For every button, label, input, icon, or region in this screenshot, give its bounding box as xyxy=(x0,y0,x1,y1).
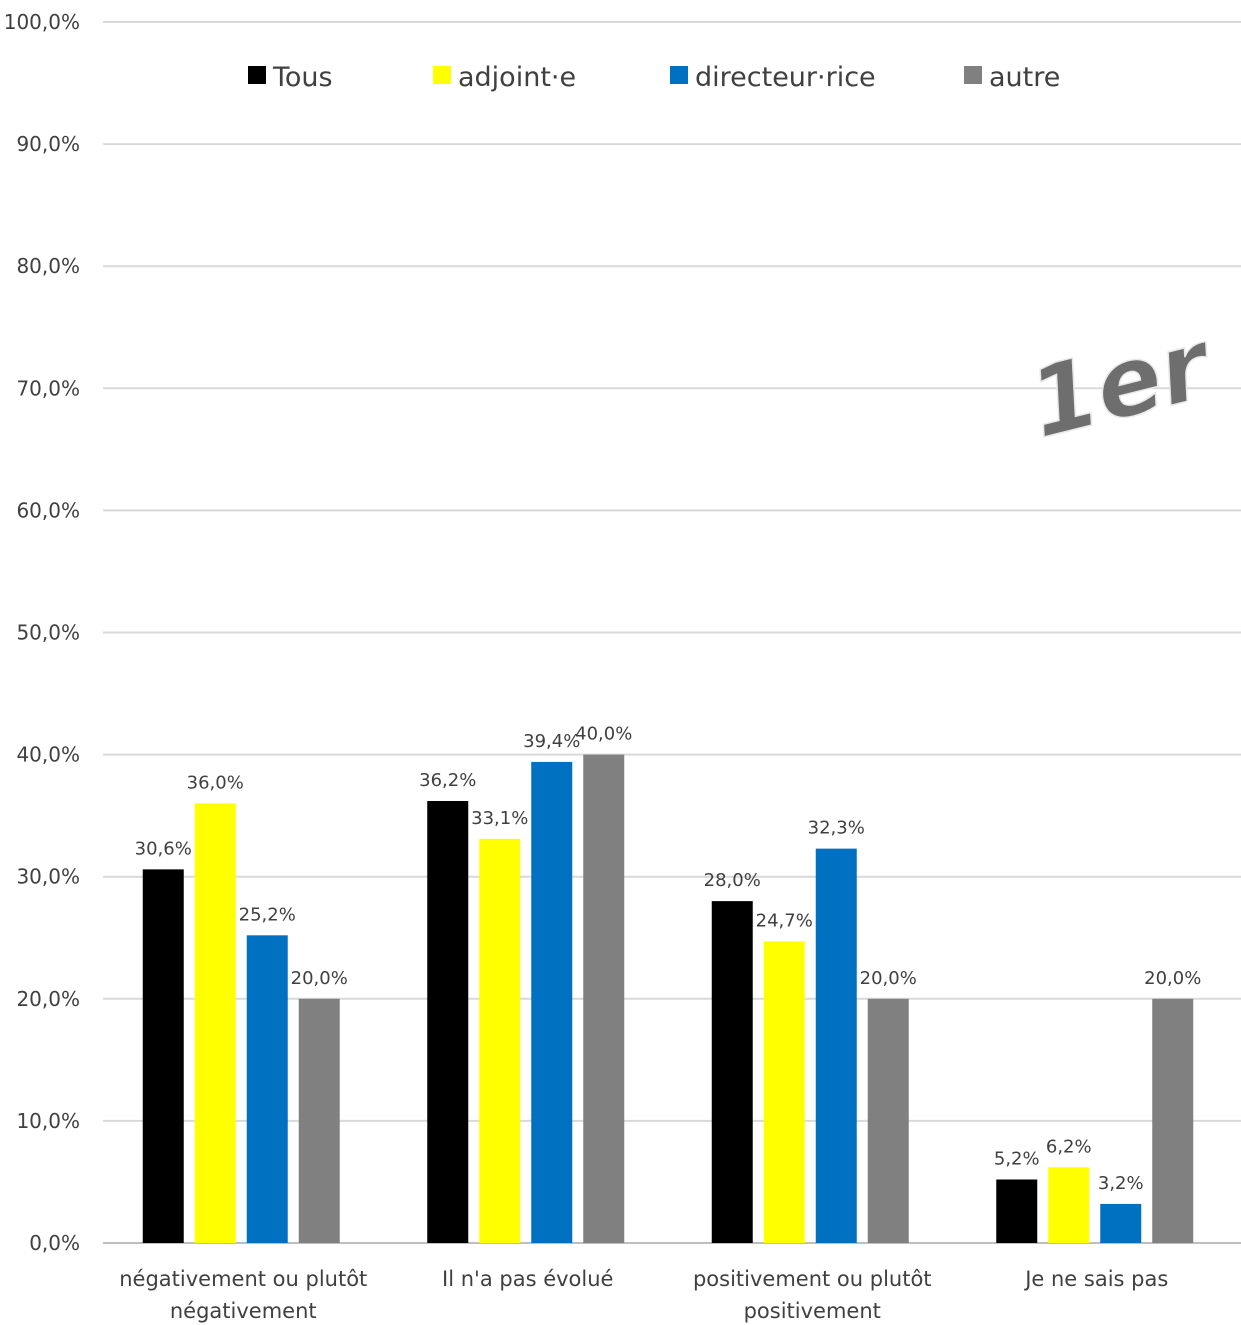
data-label: 28,0% xyxy=(704,870,761,891)
data-label: 36,0% xyxy=(187,772,244,793)
legend-swatch xyxy=(670,66,688,84)
data-labels: 30,6% 36,0% 25,2% 20,0% 36,2% 33,1% 39,4%40,0%… xyxy=(135,724,1202,1194)
y-tick-label: 10,0% xyxy=(16,1109,80,1133)
gridlines xyxy=(103,21,1241,1244)
y-tick-label: 50,0% xyxy=(16,621,80,645)
category-label: positivement xyxy=(744,1299,881,1323)
bar xyxy=(427,800,469,1243)
data-label: 24,7% xyxy=(756,910,813,931)
data-label: 6,2% xyxy=(1046,1136,1092,1157)
y-tick-label: 20,0% xyxy=(16,987,80,1011)
legend-label: autre xyxy=(989,62,1060,93)
bar xyxy=(1152,998,1194,1243)
y-tick-label: 90,0% xyxy=(16,132,80,156)
data-label: 39,4% xyxy=(523,731,580,752)
data-label: 36,2% xyxy=(419,770,476,791)
data-label: 30,6% xyxy=(135,838,192,859)
data-label: 3,2% xyxy=(1098,1173,1144,1194)
legend-item: Tous xyxy=(248,62,333,93)
y-tick-label: 70,0% xyxy=(16,376,80,400)
x-axis-categories: négativement ou plutôt négativement Il n'a… xyxy=(119,1267,1168,1323)
data-label: 20,0% xyxy=(1144,968,1201,989)
bar xyxy=(1100,1203,1142,1243)
bar xyxy=(815,848,857,1243)
bar xyxy=(479,838,521,1243)
bar xyxy=(194,803,236,1243)
y-tick-label: 80,0% xyxy=(16,254,80,278)
data-label: 20,0% xyxy=(860,968,917,989)
bar xyxy=(867,998,909,1243)
legend-item: autre xyxy=(964,62,1060,93)
legend-swatch xyxy=(433,66,451,84)
bar xyxy=(531,761,573,1243)
y-tick-label: 40,0% xyxy=(16,743,80,767)
legend-label: directeur·rice xyxy=(695,62,876,93)
legend: Tous adjoint·e directeur·rice autre xyxy=(248,62,1060,93)
legend-item: directeur·rice xyxy=(670,62,876,93)
data-label: 32,3% xyxy=(808,818,865,839)
legend-swatch xyxy=(964,66,982,84)
legend-swatch xyxy=(248,66,266,84)
bar xyxy=(996,1179,1038,1243)
data-label: 20,0% xyxy=(291,968,348,989)
category-label: Je ne sais pas xyxy=(1023,1267,1168,1291)
category-label: Il n'a pas évolué xyxy=(442,1267,613,1291)
legend-label: adjoint·e xyxy=(458,62,576,93)
data-label: 33,1% xyxy=(471,808,528,829)
category-label: positivement ou plutôt xyxy=(693,1267,932,1291)
bars xyxy=(142,754,1194,1243)
bar xyxy=(246,935,288,1243)
bar xyxy=(763,941,805,1243)
data-label: 5,2% xyxy=(994,1149,1040,1170)
bar xyxy=(583,754,625,1243)
category-label: négativement ou plutôt xyxy=(119,1267,367,1291)
watermark: 1er Q xyxy=(1018,280,1241,461)
y-tick-label: 60,0% xyxy=(16,498,80,522)
legend-item: adjoint·e xyxy=(433,62,576,93)
y-tick-label: 30,0% xyxy=(16,865,80,889)
bar xyxy=(142,869,184,1243)
legend-label: Tous xyxy=(272,62,333,93)
data-label: 25,2% xyxy=(239,904,296,925)
bar xyxy=(1048,1167,1090,1243)
bar xyxy=(711,901,753,1243)
bar xyxy=(298,998,340,1243)
y-axis-ticks: 0,0% 10,0% 20,0% 30,0% 40,0% 50,0% 60,0% 70,0% 8… xyxy=(4,10,80,1255)
category-label: négativement xyxy=(170,1299,317,1323)
data-label: 40,0% xyxy=(575,724,632,745)
y-tick-label: 100,0% xyxy=(4,10,80,34)
y-tick-label: 0,0% xyxy=(29,1231,80,1255)
watermark-text: 1er Q xyxy=(1018,280,1241,460)
